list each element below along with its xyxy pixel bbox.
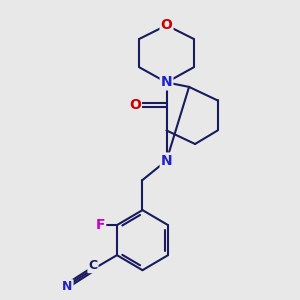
Text: O: O <box>160 18 172 32</box>
Text: O: O <box>129 98 141 112</box>
Text: F: F <box>96 218 105 232</box>
Text: C: C <box>88 259 98 272</box>
Text: N: N <box>161 154 172 167</box>
Text: N: N <box>161 75 172 89</box>
Text: N: N <box>62 280 73 293</box>
